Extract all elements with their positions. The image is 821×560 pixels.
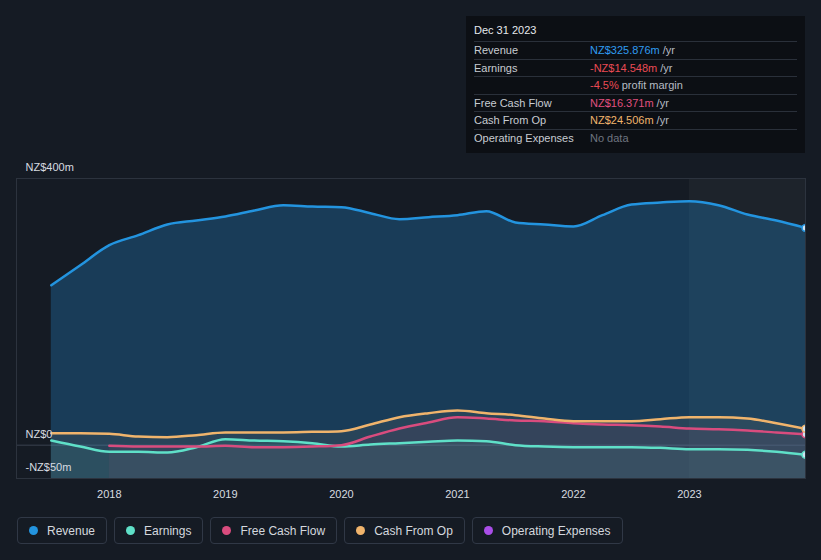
html-text:Operating Expenses: Operating Expenses	[474, 131, 574, 144]
svg-text:2020: 2020	[329, 488, 353, 500]
svg-text:2019: 2019	[213, 488, 237, 500]
html-text:Earnings: Earnings	[144, 523, 192, 538]
html-text:Free Cash Flow: Free Cash Flow	[240, 523, 326, 538]
html-text:-NZ$14.548m /yr: -NZ$14.548m /yr	[590, 61, 673, 74]
html-text:Cash From Op: Cash From Op	[374, 523, 453, 538]
html-text:Revenue: Revenue	[47, 523, 95, 538]
html-text:Earnings: Earnings	[474, 61, 518, 74]
html-text:Operating Expenses: Operating Expenses	[501, 523, 611, 538]
html-text:Free Cash Flow: Free Cash Flow	[474, 96, 552, 109]
svg-text:-NZ$50m: -NZ$50m	[26, 461, 72, 473]
html-text:NZ$24.506m /yr: NZ$24.506m /yr	[590, 114, 669, 127]
svg-text:2021: 2021	[445, 488, 469, 500]
html-text:No data: No data	[590, 131, 629, 144]
svg-text:2023: 2023	[677, 488, 701, 500]
html-text:Revenue: Revenue	[474, 44, 518, 57]
html-text:NZ$16.371m /yr: NZ$16.371m /yr	[590, 96, 669, 109]
svg-text:2022: 2022	[561, 488, 585, 500]
html-text:NZ$325.876m /yr: NZ$325.876m /yr	[590, 44, 675, 57]
html-text:Cash From Op: Cash From Op	[474, 114, 547, 127]
svg-text:NZ$400m: NZ$400m	[26, 161, 74, 173]
html-text:Dec 31 2023: Dec 31 2023	[474, 24, 537, 36]
html-text:-4.5% profit margin: -4.5% profit margin	[590, 79, 683, 92]
svg-text:NZ$0: NZ$0	[26, 428, 53, 440]
svg-text:2018: 2018	[97, 488, 121, 500]
